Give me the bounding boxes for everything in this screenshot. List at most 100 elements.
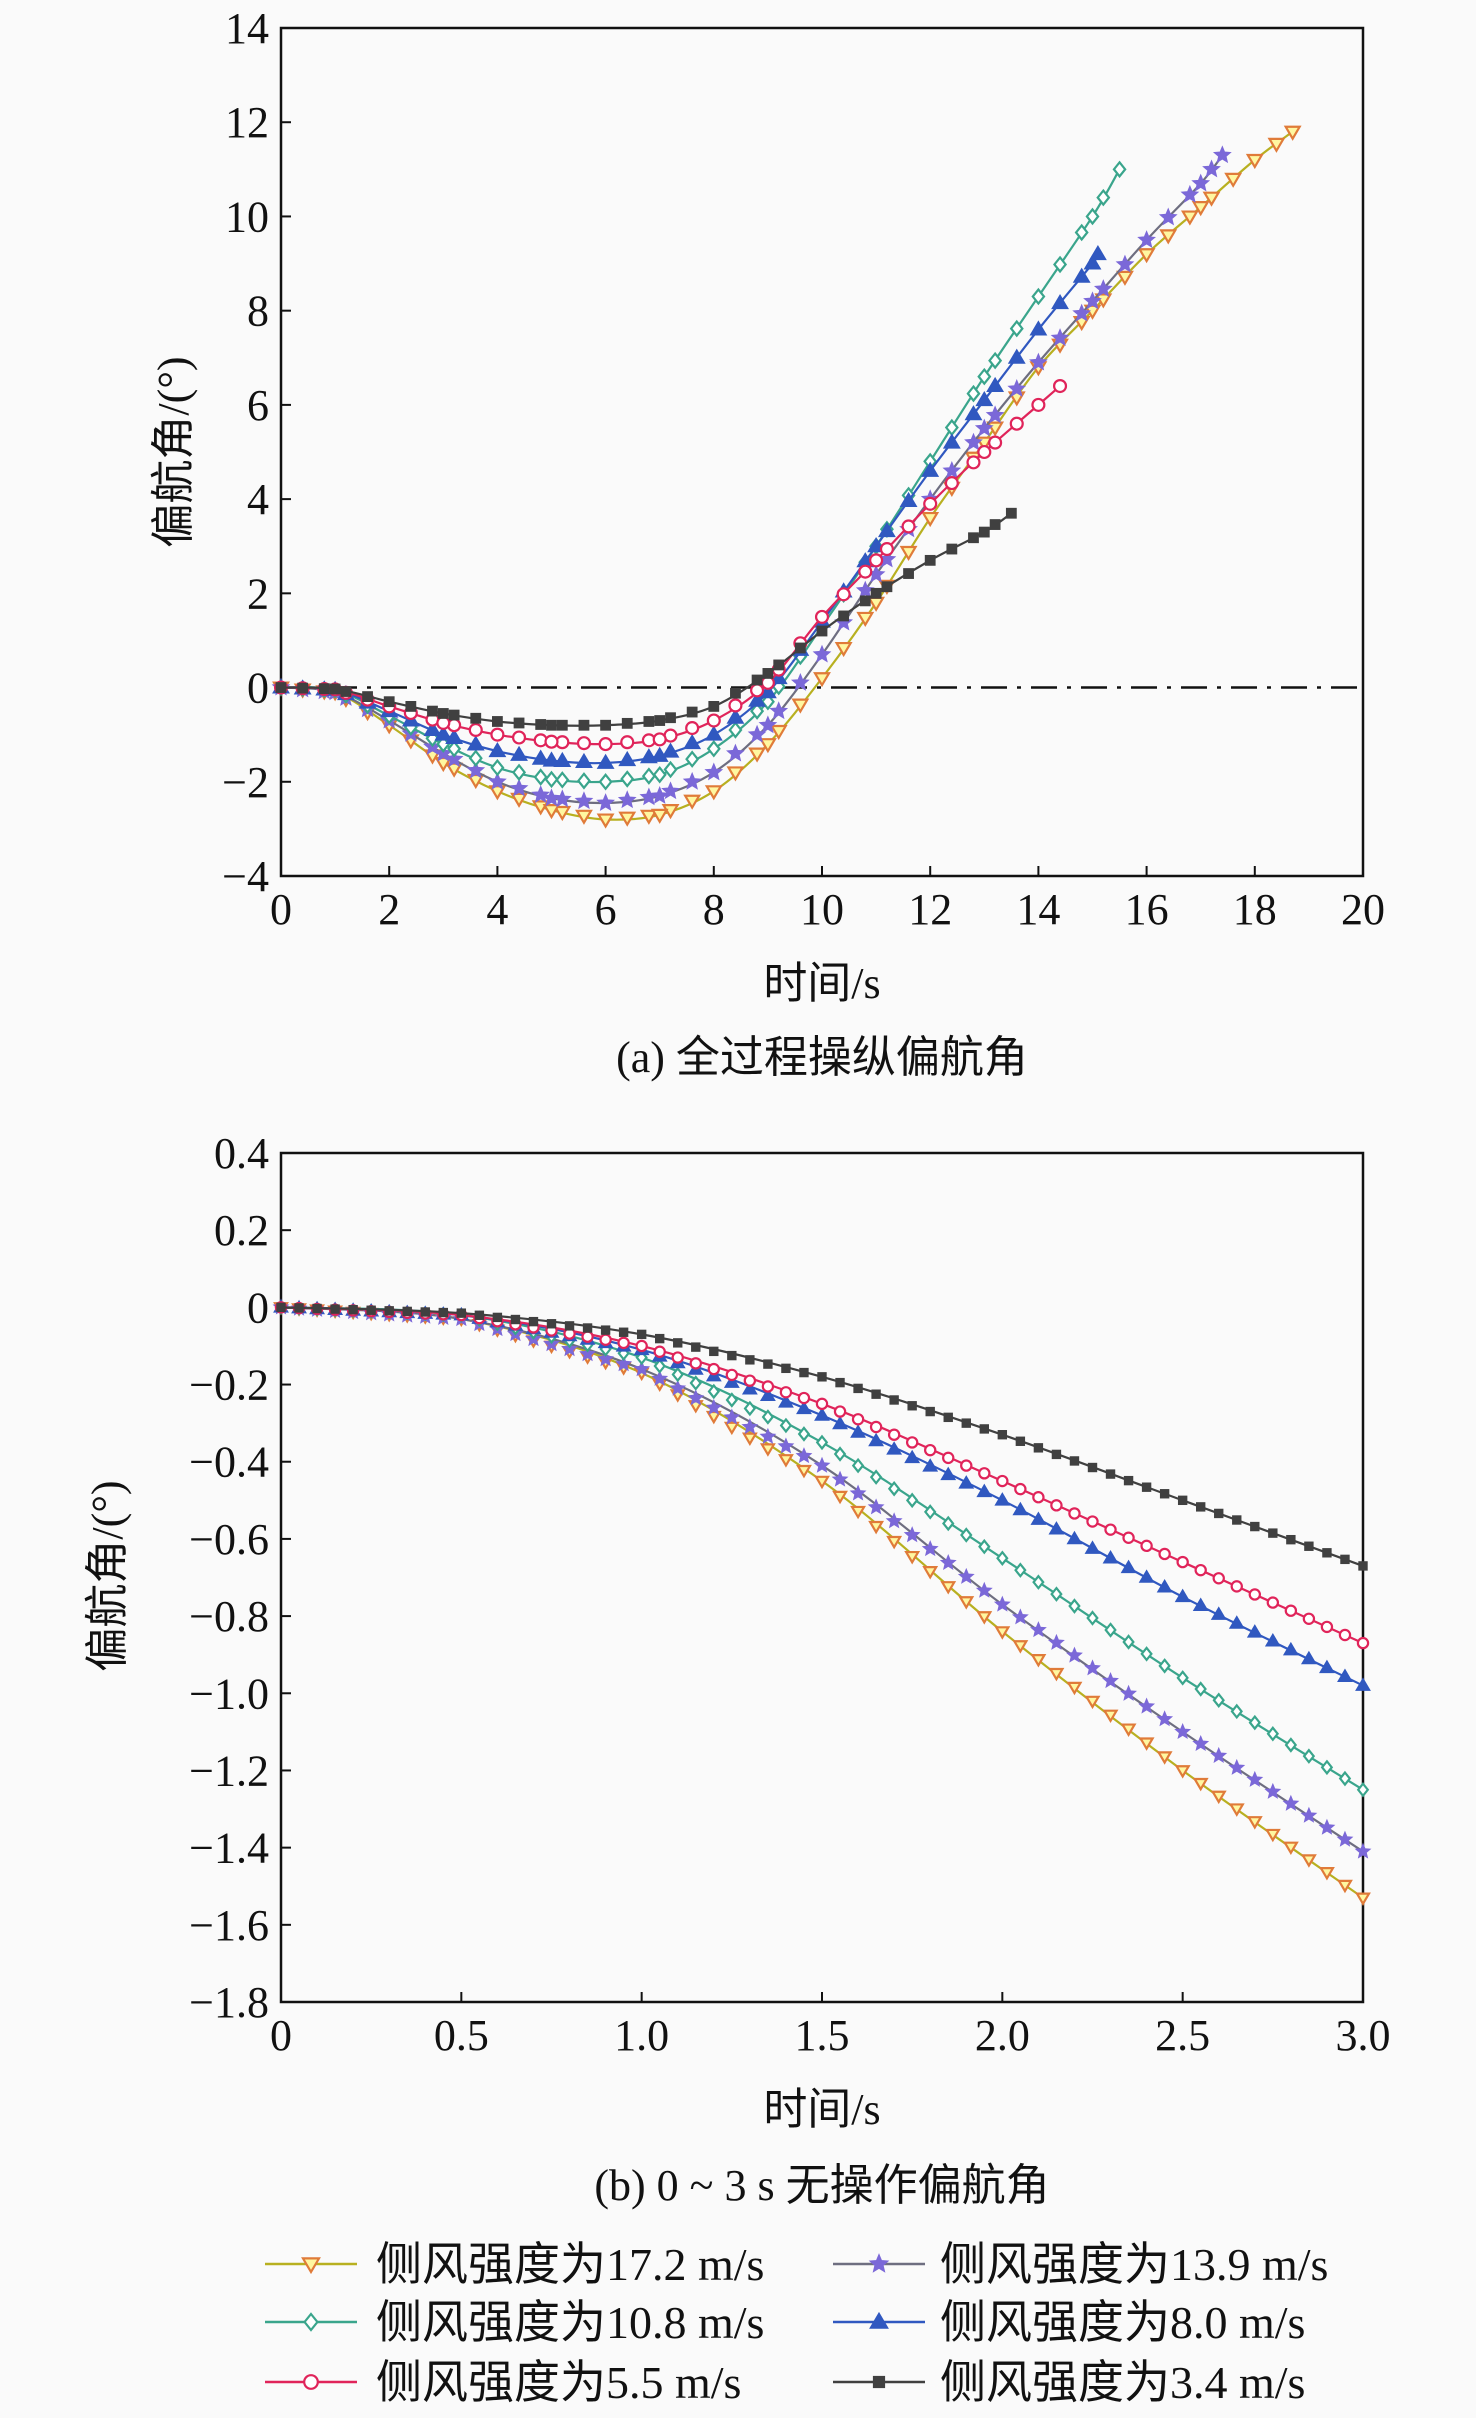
x-tick-label: 18 [1233,885,1277,934]
data-point [1286,1534,1296,1545]
x-tick-label: 1.5 [795,2011,850,2060]
data-point [1264,1633,1281,1647]
data-point [528,1316,539,1327]
data-point [1102,1672,1119,1689]
series-1 [272,1298,1372,1859]
data-point [405,701,417,712]
data-point [597,1350,615,1367]
data-point [1267,137,1286,153]
x-tick-label: 20 [1341,885,1385,934]
legend-item: 侧风强度为5.5 m/s [265,2357,741,2408]
y-tick-label: 12 [225,98,269,147]
data-point [653,1358,666,1374]
data-point [511,730,527,745]
data-point [276,1302,286,1313]
legend-item: 侧风强度为8.0 m/s [833,2297,1305,2348]
data-point [1120,1723,1137,1737]
data-point [978,1538,991,1555]
data-point [960,1459,973,1472]
data-point [1050,1499,1063,1512]
data-point [814,609,830,624]
chart-a: 0 2 4 6 8 10 12 14 16 18 20 −4 −2 0 2 4 6 8 10 12 14 [222,4,1385,934]
data-point [921,511,940,528]
data-point [723,1374,740,1388]
data-point [923,1504,937,1520]
y-tick-label: 2 [247,569,269,618]
data-point [922,1458,939,1472]
data-point [1048,1521,1065,1535]
data-point [832,1415,848,1430]
data-point [747,724,767,743]
data-point [1012,1640,1029,1654]
data-point [856,611,875,628]
data-point [797,1426,811,1442]
data-point [1264,1828,1281,1843]
data-point [492,1312,503,1323]
data-point [707,1383,721,1400]
chart-b-xlabel: 时间/s [763,2085,880,2134]
data-point [777,1437,795,1454]
y-tick-label: 8 [247,287,269,336]
data-point [318,683,330,695]
data-point [466,773,485,790]
data-point [1050,328,1070,346]
data-point [1115,254,1135,273]
legend-label: 侧风强度为10.8 m/s [376,2297,764,2348]
data-point [1354,1842,1372,1859]
data-point [979,1424,989,1434]
data-point [1138,1697,1156,1714]
data-point [833,1446,847,1462]
data-point [1069,1456,1080,1466]
data-point [704,785,723,801]
data-point [294,1303,304,1313]
square-marker-icon [872,2375,886,2389]
x-tick-label: 16 [1125,885,1169,934]
data-point [905,1436,919,1449]
data-point [490,758,505,777]
data-point [1068,1598,1081,1614]
data-point [1141,1482,1152,1492]
data-point [940,1466,957,1481]
data-point [758,738,777,754]
data-point [957,1567,975,1584]
data-point [402,1306,412,1317]
data-point [889,1395,899,1405]
data-point [817,1372,827,1382]
data-point [1192,1777,1209,1792]
data-point [761,1409,775,1425]
data-point [769,724,788,741]
series-3 [273,1299,1371,1691]
data-point [1014,1562,1027,1578]
data-point [1266,1726,1280,1742]
data-point [685,750,700,768]
data-point [434,725,453,741]
data-point [881,581,893,593]
data-point [988,351,1003,370]
data-point [427,705,438,717]
data-point [743,1374,757,1387]
data-point [796,1400,812,1415]
data-point [1338,1770,1352,1787]
data-point [1283,125,1302,141]
series-line [280,1306,1364,1853]
data-point [671,1366,684,1383]
data-point [578,719,590,731]
data-point [834,641,853,658]
data-point [1104,1523,1117,1536]
data-point [869,1420,883,1434]
data-point [921,461,940,477]
data-point [921,1540,939,1557]
data-point [509,778,529,797]
data-point [704,725,723,741]
data-point [1355,1892,1371,1906]
x-tick-label: 3.0 [1336,2011,1391,2060]
data-point [814,1407,830,1421]
data-point [510,745,528,761]
data-point [964,405,983,421]
data-point [1180,210,1199,226]
data-point [691,1342,701,1352]
data-point [1088,244,1107,261]
data-point [576,772,591,790]
data-point [1116,270,1134,286]
